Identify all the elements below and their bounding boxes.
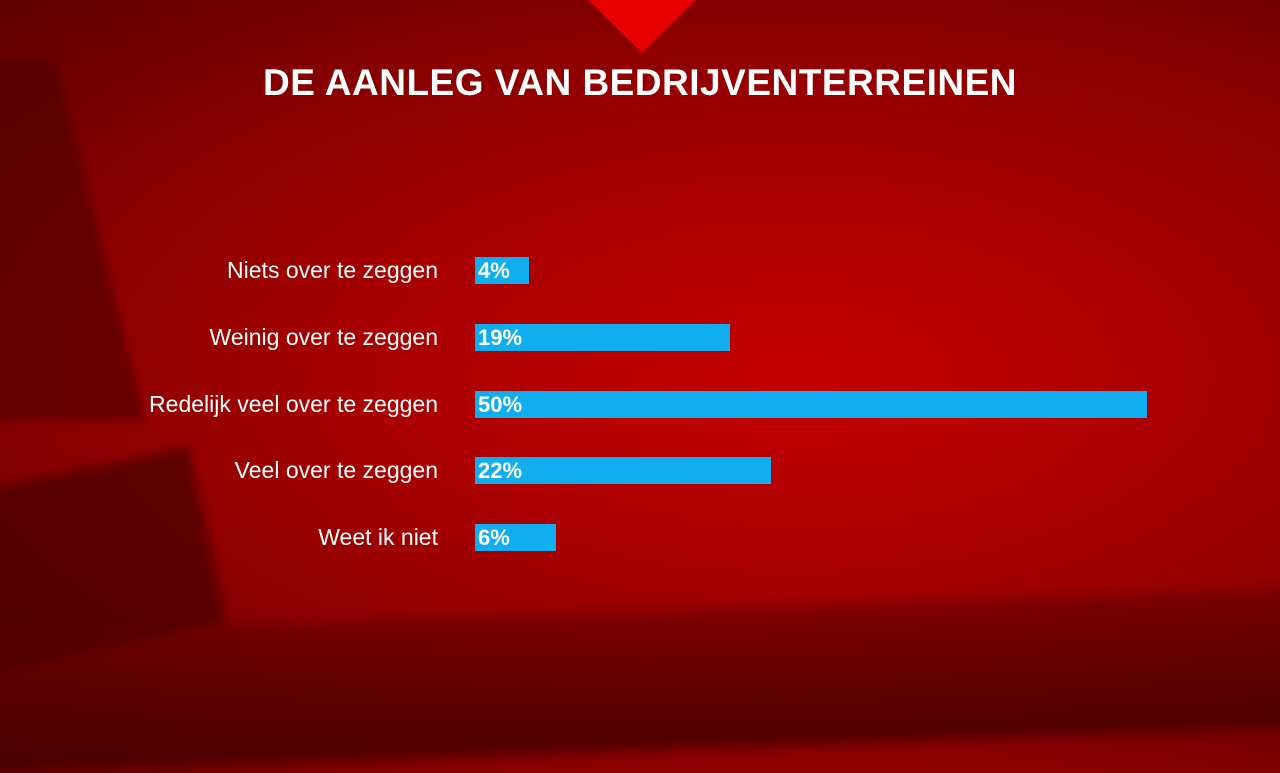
bar-value-label: 50% — [478, 391, 523, 417]
category-label: Weinig over te zeggen — [209, 323, 438, 350]
category-label: Veel over te zeggen — [234, 457, 438, 484]
bar — [475, 524, 556, 551]
bar — [475, 323, 730, 351]
category-label: Redelijk veel over te zeggen — [149, 390, 438, 417]
category-label: Weet ik niet — [318, 524, 438, 550]
top-triangle-marker — [586, 0, 698, 53]
category-label: Niets over te zeggen — [227, 257, 438, 283]
bar-value-label: 4% — [478, 258, 510, 283]
chart-title: DE AANLEG VAN BEDRIJVENTERREINEN — [262, 62, 1018, 103]
bar-value-label: 19% — [478, 324, 523, 350]
bar — [475, 390, 1147, 418]
bar — [475, 257, 529, 284]
background-shape-left — [0, 60, 145, 420]
bar-value-label: 6% — [478, 525, 510, 550]
bar-value-label: 22% — [478, 458, 523, 484]
bar — [475, 457, 771, 485]
